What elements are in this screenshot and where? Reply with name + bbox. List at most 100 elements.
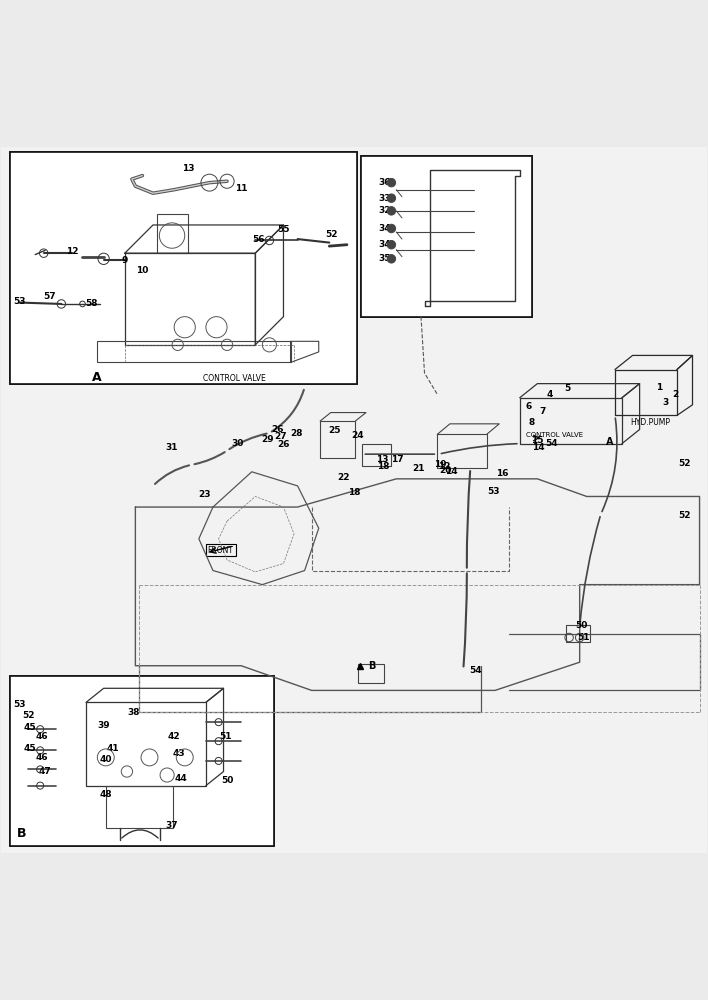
Text: 29: 29 [262, 435, 274, 444]
Bar [358, 664, 384, 683]
Text: 48: 48 [99, 790, 112, 799]
Circle shape [387, 178, 396, 187]
Bar [438, 434, 486, 468]
Text: 37: 37 [166, 821, 178, 830]
Text: 3: 3 [663, 398, 669, 407]
Text: 27: 27 [274, 432, 287, 441]
Text: 24: 24 [351, 431, 364, 440]
Circle shape [387, 207, 396, 215]
Text: 52: 52 [678, 511, 690, 520]
Text: 22: 22 [337, 473, 350, 482]
Text: 39: 39 [97, 721, 110, 730]
Text: 21: 21 [413, 464, 425, 473]
Text: 19: 19 [434, 460, 446, 469]
Text: 12: 12 [438, 462, 450, 471]
Text: 4: 4 [547, 390, 553, 399]
Text: 15: 15 [531, 436, 544, 445]
Bar [86, 702, 206, 786]
Text: 50: 50 [575, 621, 587, 630]
Text: 34: 34 [378, 224, 391, 233]
Text: 14: 14 [532, 443, 545, 452]
Text: 17: 17 [392, 455, 404, 464]
Text: 33: 33 [378, 194, 391, 203]
Text: 57: 57 [43, 292, 56, 301]
Text: 51: 51 [577, 633, 590, 642]
Text: CONTROL VALVE: CONTROL VALVE [202, 374, 266, 383]
Text: 14: 14 [445, 467, 457, 476]
Bar [105, 786, 173, 828]
Text: 34: 34 [378, 240, 391, 249]
Text: 50: 50 [221, 776, 233, 785]
Bar [361, 156, 532, 317]
Text: B: B [368, 661, 375, 671]
Bar [96, 341, 290, 362]
Text: A: A [92, 371, 101, 384]
Text: 53: 53 [487, 487, 500, 496]
Text: 2: 2 [672, 390, 678, 399]
Text: 30: 30 [232, 439, 244, 448]
Text: 26: 26 [272, 425, 284, 434]
Text: 1: 1 [656, 383, 663, 392]
Text: 9: 9 [122, 256, 128, 265]
Text: 25: 25 [328, 426, 341, 435]
Text: 18: 18 [348, 488, 360, 497]
Text: 53: 53 [13, 297, 25, 306]
Text: 46: 46 [36, 753, 49, 762]
Text: 10: 10 [136, 266, 149, 275]
Circle shape [387, 255, 396, 263]
Text: 45: 45 [23, 723, 36, 732]
Text: 18: 18 [377, 462, 390, 471]
Text: 38: 38 [127, 708, 140, 717]
Text: 5: 5 [564, 384, 570, 393]
Text: 46: 46 [36, 732, 49, 741]
Text: 51: 51 [219, 732, 232, 741]
Text: HYD.PUMP: HYD.PUMP [630, 418, 670, 427]
Text: 6: 6 [526, 402, 532, 411]
Text: 31: 31 [166, 443, 178, 452]
Bar [10, 152, 357, 384]
Text: 16: 16 [496, 469, 508, 478]
Text: 41: 41 [106, 744, 119, 753]
Bar [10, 152, 357, 384]
Bar [125, 253, 256, 345]
Circle shape [387, 224, 396, 233]
Text: 23: 23 [198, 490, 211, 499]
Text: 56: 56 [253, 235, 265, 244]
Text: 28: 28 [290, 429, 302, 438]
Text: B: B [17, 827, 26, 840]
Bar [10, 676, 274, 846]
Bar [520, 398, 622, 444]
Bar [361, 156, 532, 317]
Text: 45: 45 [23, 744, 36, 753]
Text: 35: 35 [378, 254, 391, 263]
Bar [361, 156, 532, 317]
Text: 36: 36 [378, 178, 391, 187]
Text: 44: 44 [175, 774, 188, 783]
Text: 54: 54 [545, 439, 558, 448]
Circle shape [387, 240, 396, 249]
Bar [10, 676, 274, 846]
Bar [566, 625, 590, 642]
Text: 40: 40 [100, 755, 112, 764]
Text: 52: 52 [325, 230, 338, 239]
Text: 13: 13 [376, 455, 389, 464]
Text: 32: 32 [378, 206, 391, 215]
Bar [362, 444, 391, 466]
Text: 8: 8 [529, 418, 535, 427]
Text: 53: 53 [13, 700, 25, 709]
Text: 52: 52 [22, 711, 35, 720]
Text: 26: 26 [278, 440, 290, 449]
Text: CONTROL VALVE: CONTROL VALVE [527, 432, 583, 438]
Text: 13: 13 [182, 164, 195, 173]
Bar [156, 214, 188, 253]
Bar [10, 676, 274, 846]
Circle shape [387, 194, 396, 202]
Text: 58: 58 [86, 299, 98, 308]
Text: 43: 43 [173, 749, 185, 758]
Text: 12: 12 [66, 247, 78, 256]
Bar [206, 544, 236, 556]
Text: 20: 20 [440, 466, 452, 475]
Text: A: A [605, 437, 613, 447]
Text: 11: 11 [235, 184, 247, 193]
Text: 54: 54 [469, 666, 481, 675]
